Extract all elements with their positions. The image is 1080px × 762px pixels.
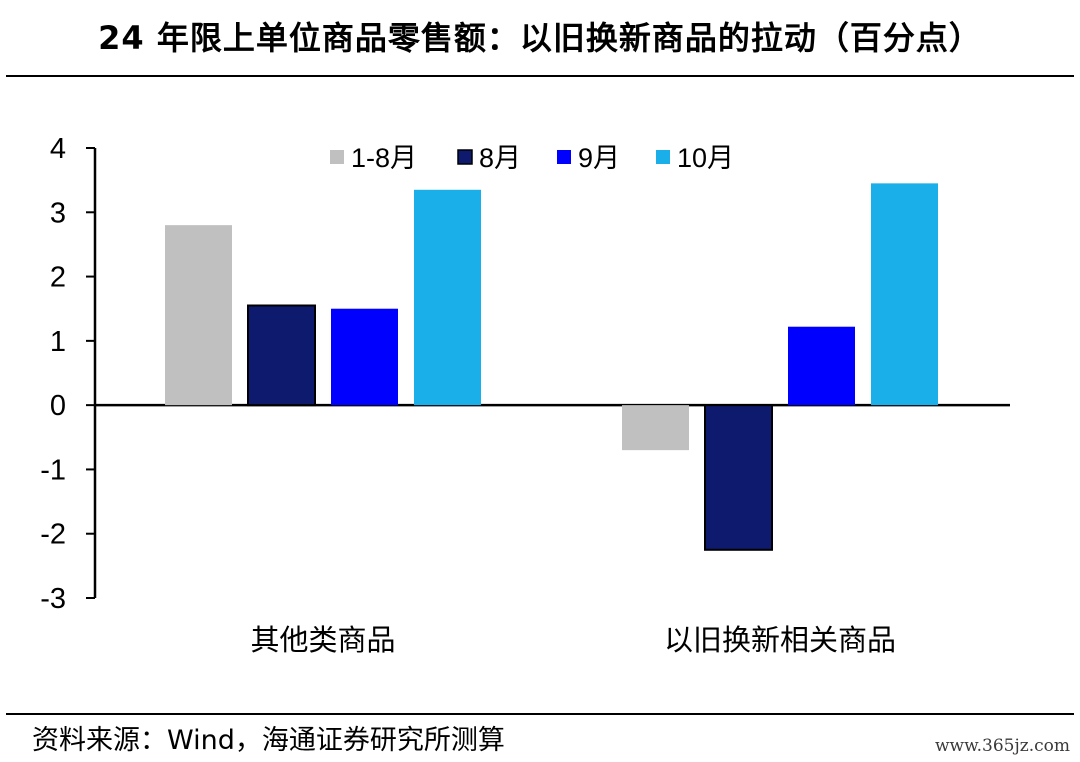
- chart-bars: [165, 183, 938, 551]
- y-tick-label: 3: [50, 197, 66, 229]
- bar-9月-以旧换新相关商品: [788, 326, 855, 406]
- bar-1-8月-以旧换新相关商品: [622, 405, 689, 451]
- title-rule: [6, 75, 1074, 77]
- legend-label: 1-8月: [351, 143, 417, 173]
- y-tick-label: 4: [50, 133, 66, 165]
- legend-label: 8月: [479, 143, 521, 173]
- legend-swatch: [457, 149, 473, 165]
- chart-title: 24 年限上单位商品零售额：以旧换新商品的拉动（百分点）: [98, 19, 982, 57]
- source-note: 资料来源：Wind，海通证券研究所测算: [32, 725, 505, 756]
- bar-1-8月-其他类商品: [165, 225, 232, 406]
- chart-axes: 4 3 2 1 0 -1 -2 -3 其他类商品 以旧换新相关商品: [40, 133, 1010, 657]
- legend-swatch: [557, 150, 571, 164]
- bar-8月-其他类商品: [247, 304, 316, 407]
- y-tick-label: 2: [50, 262, 66, 294]
- y-tick-label: -2: [40, 519, 66, 551]
- legend-label: 10月: [677, 143, 734, 173]
- bar-10月-其他类商品: [414, 189, 481, 406]
- legend-swatch: [656, 150, 670, 164]
- y-tick-label: -3: [40, 583, 66, 615]
- source-rule: [6, 713, 1074, 715]
- bar-10月-以旧换新相关商品: [871, 183, 938, 406]
- chart-legend: 1-8月 8月 9月 10月: [330, 143, 734, 173]
- y-tick-label: 1: [50, 326, 66, 358]
- legend-label: 9月: [578, 143, 620, 173]
- y-tick-label: -1: [40, 454, 66, 486]
- x-category-label: 其他类商品: [250, 624, 395, 657]
- legend-swatch: [330, 150, 344, 164]
- bar-9月-其他类商品: [331, 308, 398, 406]
- y-tick-label: 0: [50, 390, 66, 422]
- x-category-label: 以旧换新相关商品: [664, 624, 896, 657]
- bar-8月-以旧换新相关商品: [704, 404, 773, 551]
- watermark-text: www.365jz.com: [935, 736, 1070, 756]
